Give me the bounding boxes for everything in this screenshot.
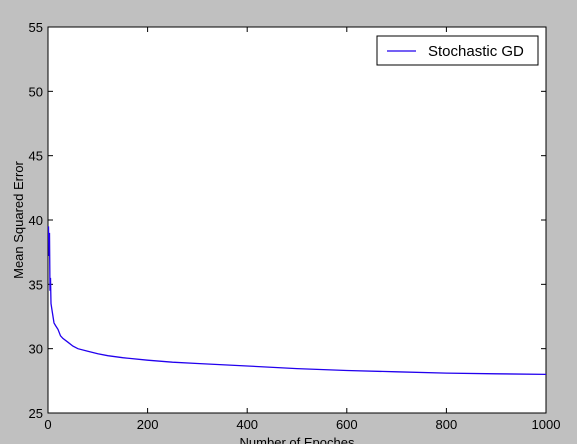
x-tick-label: 1000 bbox=[532, 417, 561, 432]
x-tick-label: 0 bbox=[44, 417, 51, 432]
x-tick-label: 200 bbox=[137, 417, 159, 432]
y-tick-label: 25 bbox=[29, 406, 43, 421]
legend: Stochastic GD bbox=[377, 36, 538, 65]
y-tick-label: 45 bbox=[29, 149, 43, 164]
x-tick-label: 400 bbox=[236, 417, 258, 432]
y-tick-label: 50 bbox=[29, 84, 43, 99]
plot-area bbox=[48, 27, 546, 413]
x-tick-label: 800 bbox=[436, 417, 458, 432]
y-tick-label: 55 bbox=[29, 20, 43, 35]
y-tick-label: 40 bbox=[29, 213, 43, 228]
legend-label-stochastic-gd: Stochastic GD bbox=[428, 43, 524, 60]
y-axis-label: Mean Squared Error bbox=[11, 160, 26, 278]
x-axis-label: Number of Epoches bbox=[240, 435, 355, 444]
y-tick-label: 30 bbox=[29, 342, 43, 357]
x-tick-label: 600 bbox=[336, 417, 358, 432]
y-tick-label: 35 bbox=[29, 277, 43, 292]
